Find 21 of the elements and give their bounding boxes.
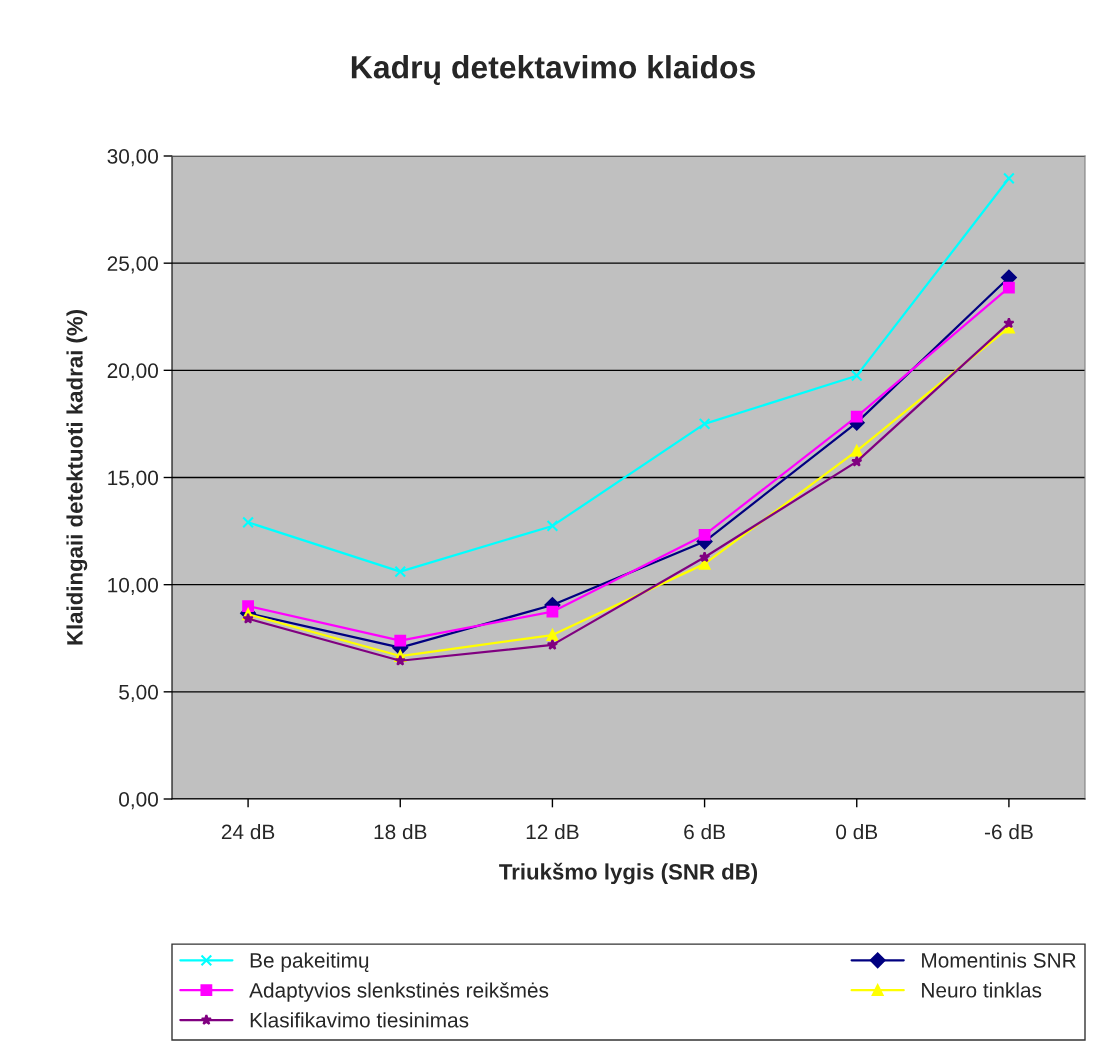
chart-title: Kadrų detektavimo klaidos <box>351 55 755 85</box>
y-tick-label: 5,00 <box>119 684 158 703</box>
y-tick-label: 25,00 <box>107 256 158 274</box>
legend-label: Be pakeitimų <box>250 952 369 972</box>
y-tick-label: 10,00 <box>108 577 158 595</box>
x-tick-label: 18 dB <box>374 824 427 840</box>
legend-label: Klasifikavimo tiesinimas <box>250 1012 469 1028</box>
y-tick-label: 15,00 <box>108 470 158 488</box>
x-tick-label: -6 dB <box>984 824 1033 840</box>
x-tick-label: 6 dB <box>684 824 725 840</box>
y-tick-label: 20,00 <box>107 363 158 381</box>
x-axis-title: Triukšmo lygis (SNR dB) <box>499 862 758 885</box>
legend-label: Momentinis SNR <box>922 952 1076 968</box>
legend-label: Adaptyvios slenkstinės reikšmės <box>249 982 549 1002</box>
x-tick-label: 24 dB <box>221 824 275 840</box>
legend-label: Neuro tinklas <box>922 982 1042 998</box>
x-tick-label: 0 dB <box>836 824 878 840</box>
y-tick-label: 0,00 <box>119 792 158 810</box>
y-tick-label: 30,00 <box>107 149 158 167</box>
x-tick-label: 12 dB <box>526 824 579 840</box>
y-axis-title: Klaidingaii detektuoti kadrai (%) <box>66 310 88 645</box>
